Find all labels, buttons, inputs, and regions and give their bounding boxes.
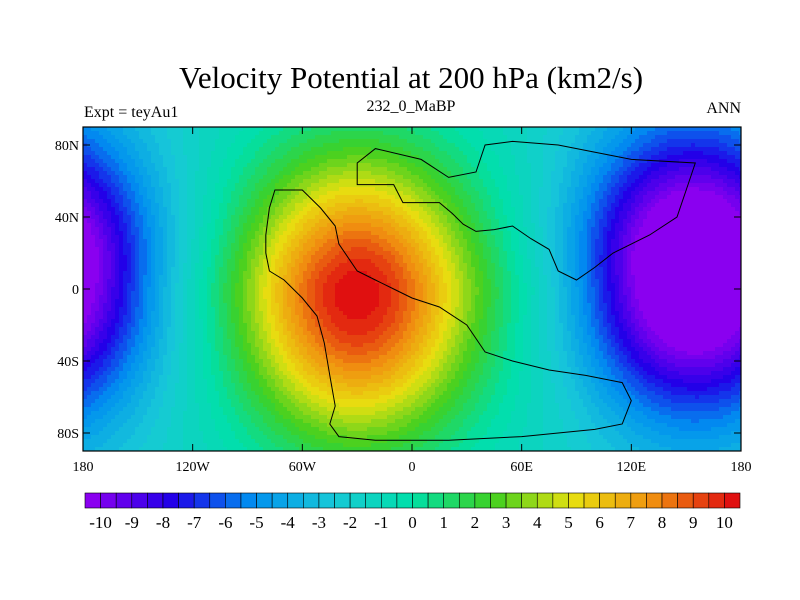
experiment-label: Expt = teyAu1 [84,104,178,121]
colorbar-label: -6 [218,513,232,532]
colorbar-swatch [630,492,647,509]
colorbar-swatch [162,492,179,509]
y-tick-label: 40N [55,211,79,226]
x-tick-label: 120W [176,460,211,475]
colorbar-swatch [692,492,710,509]
colorbar-label: 10 [716,513,733,532]
x-axis: 180 120W 60W 0 60E 120E 180 [73,127,752,475]
colorbar-swatch [193,492,211,509]
colorbar-swatch [614,492,632,509]
contour-field [83,127,741,451]
colorbar-label: 4 [533,513,542,532]
colorbar-swatch [646,492,663,509]
x-tick-label: 0 [409,460,416,475]
colorbar-swatch [661,492,678,509]
colorbar-swatch [100,492,117,509]
colorbar-swatch [474,492,491,509]
continent-outline-south [265,189,632,441]
colorbar-swatch [225,492,242,509]
colorbar-label: 7 [627,513,636,532]
colorbar-label: 0 [408,513,417,532]
colorbar-swatch [318,492,335,509]
colorbar-swatch [583,492,600,509]
colorbar-swatch [505,492,522,509]
y-axis: 80N 40N 0 40S 80S [55,139,741,442]
colorbar-swatch [131,492,148,509]
colorbar-label: -1 [374,513,388,532]
continent-outline-north [356,140,696,281]
y-tick-label: 80N [55,139,79,154]
colorbar-swatch [115,492,133,509]
colorbar-label: -4 [281,513,296,532]
season-label: ANN [706,100,741,117]
colorbar-label: 6 [595,513,604,532]
colorbar-swatch [443,492,460,509]
x-tick-label: 180 [731,460,752,475]
colorbar-swatch [209,492,226,509]
colorbar-swatch [552,492,569,509]
colorbar-swatch [178,492,195,509]
colorbar-swatch [677,492,694,509]
colorbar: -10 -9 -8 -7 -6 -5 -4 -3 -2 -1 0 1 2 3 4 5 6 7 8 9 10 [84,492,741,532]
colorbar-label: -3 [312,513,326,532]
y-tick-label: 80S [57,427,79,442]
colorbar-swatch [303,492,320,509]
colorbar-label: 5 [564,513,573,532]
chart-title: Velocity Potential at 200 hPa (km2/s) [179,60,643,95]
y-tick-label: 0 [72,283,79,298]
colorbar-label: -8 [156,513,170,532]
colorbar-swatch [381,492,398,509]
colorbar-swatch [287,492,304,509]
x-tick-label: 60W [289,460,317,475]
colorbar-label: -9 [125,513,139,532]
x-tick-label: 60E [510,460,533,475]
colorbar-swatch [256,492,273,509]
colorbar-swatch [240,492,257,509]
y-tick-label: 40S [57,355,79,370]
x-tick-label: 120E [617,460,647,475]
colorbar-swatch [708,492,725,509]
colorbar-label: -10 [89,513,112,532]
colorbar-swatch [427,492,445,509]
colorbar-swatch [412,492,429,509]
colorbar-swatch [490,492,507,509]
colorbar-label: 9 [689,513,698,532]
colorbar-label: -2 [343,513,357,532]
colorbar-swatch [84,492,101,509]
colorbar-label: -5 [249,513,263,532]
colorbar-swatch [599,492,616,509]
colorbar-swatch [349,492,367,509]
colorbar-swatch [536,492,554,509]
colorbar-swatch [147,492,164,509]
colorbar-swatch [568,492,585,509]
colorbar-swatch [271,492,289,509]
colorbar-swatch [365,492,382,509]
colorbar-label: 8 [658,513,667,532]
colorbar-swatch [521,492,538,509]
colorbar-swatch [334,492,351,509]
colorbar-swatch [396,492,413,509]
colorbar-label: 2 [471,513,480,532]
colorbar-label: 3 [502,513,511,532]
colorbar-swatch [458,492,476,509]
period-label: 232_0_MaBP [367,98,456,115]
colorbar-label: 1 [439,513,448,532]
x-tick-label: 180 [73,460,94,475]
colorbar-swatch [724,492,741,509]
colorbar-label: -7 [187,513,202,532]
